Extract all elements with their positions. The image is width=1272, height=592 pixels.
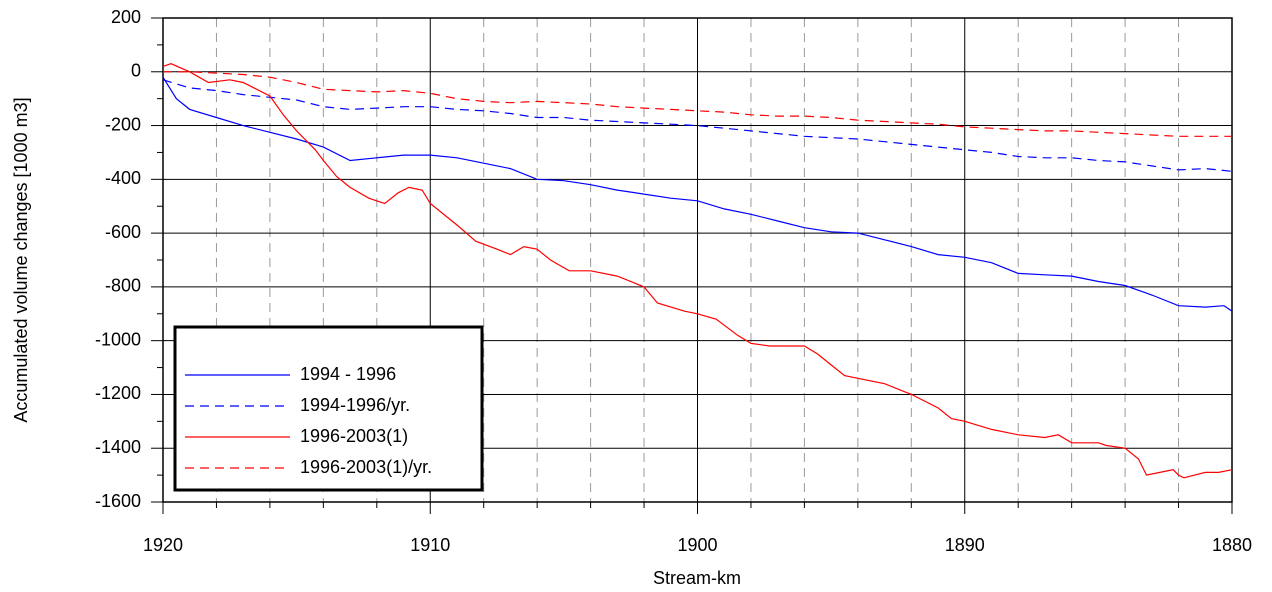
plot-frame [162,17,1233,503]
x-axis-label: Stream-km [653,568,741,588]
y-tick-label: -200 [105,114,141,134]
data-line [162,63,1233,479]
y-tick-label: -600 [105,222,141,242]
x-tick-label: 1880 [1212,535,1252,555]
y-tick-label: -1400 [95,437,141,457]
x-tick-label: 1900 [677,535,717,555]
y-tick-label: -800 [105,276,141,296]
y-axis-label: Accumulated volume changes [1000 m3] [11,97,31,422]
y-tick-label: -1000 [95,329,141,349]
y-tick-label: -1600 [95,491,141,511]
legend-label: 1994 - 1996 [300,364,396,384]
y-tick-label: -400 [105,168,141,188]
legend-label: 1996-2003(1) [300,426,408,446]
y-tick-label: 200 [111,7,141,27]
y-tick-label: -1200 [95,383,141,403]
data-line [162,79,1233,172]
legend-label: 1996-2003(1)/yr. [300,457,432,477]
legend-label: 1994-1996/yr. [300,395,410,415]
x-tick-label: 1920 [143,535,183,555]
data-line [162,76,1233,312]
x-tick-label: 1910 [410,535,450,555]
x-tick-label: 1890 [945,535,985,555]
y-tick-label: 0 [131,61,141,81]
legend-box [173,325,484,492]
legend: 1994 - 1996 1994-1996/yr. 1996-2003(1) 1996… [173,325,484,492]
